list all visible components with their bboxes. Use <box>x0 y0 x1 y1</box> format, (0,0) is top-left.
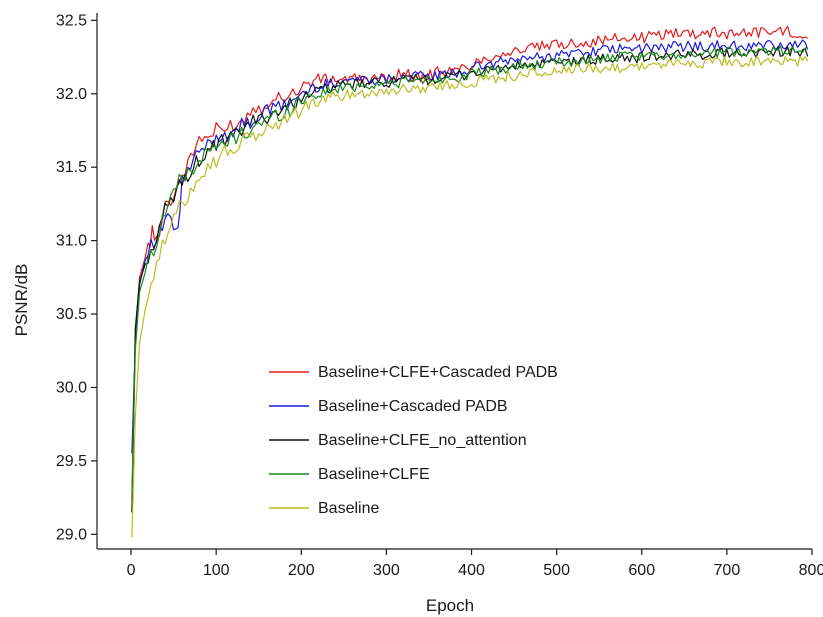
y-tick-label: 29.0 <box>56 526 87 543</box>
x-tick-label: 0 <box>127 562 136 579</box>
legend-item: Baseline+CLFE+Cascaded PADB <box>269 364 558 381</box>
x-tick-label: 100 <box>203 562 230 579</box>
x-tick-label: 800 <box>799 562 823 579</box>
legend-item: Baseline+CLFE <box>269 466 430 483</box>
legend-item: Baseline <box>269 500 379 517</box>
series-line <box>131 39 809 454</box>
x-tick-label: 500 <box>543 562 570 579</box>
y-tick-label: 30.5 <box>56 306 87 323</box>
x-tick-label: 200 <box>288 562 315 579</box>
legend-label: Baseline+CLFE <box>318 466 430 483</box>
y-tick-label: 32.0 <box>56 86 87 103</box>
y-axis: 29.0 29.5 30.0 30.5 31.0 31.5 32.0 32.5 <box>56 12 98 549</box>
y-tick-label: 29.5 <box>56 453 87 470</box>
legend-item: Baseline+CLFE_no_attention <box>269 432 527 449</box>
y-tick-label: 32.5 <box>56 12 87 29</box>
legend-item: Baseline+Cascaded PADB <box>269 398 508 415</box>
legend-label: Baseline+CLFE_no_attention <box>318 432 527 449</box>
series-line <box>131 25 808 513</box>
x-tick-label: 700 <box>714 562 741 579</box>
x-tick-label: 400 <box>458 562 485 579</box>
legend-label: Baseline <box>318 500 379 517</box>
series-line <box>131 55 809 538</box>
x-axis: 0 100 200 300 400 500 600 700 800 <box>97 548 823 579</box>
x-tick-label: 600 <box>628 562 655 579</box>
legend-label: Baseline+CLFE+Cascaded PADB <box>318 364 558 381</box>
y-tick-label: 31.5 <box>56 159 87 176</box>
y-tick-label: 31.0 <box>56 233 87 250</box>
legend-label: Baseline+Cascaded PADB <box>318 398 508 415</box>
plot-area <box>131 25 809 538</box>
x-tick-label: 300 <box>373 562 400 579</box>
y-axis-label: PSNR/dB <box>12 264 31 337</box>
x-axis-label: Epoch <box>426 596 474 615</box>
series-line <box>131 45 808 494</box>
y-tick-label: 30.0 <box>56 379 87 396</box>
legend: Baseline+CLFE+Cascaded PADB Baseline+Casc… <box>269 364 558 517</box>
